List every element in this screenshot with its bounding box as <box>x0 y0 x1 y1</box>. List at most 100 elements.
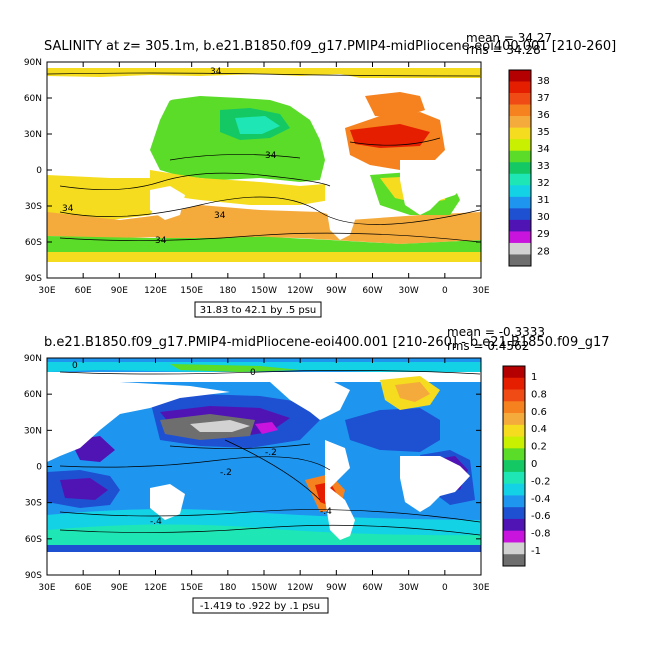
colorbar-swatch <box>503 448 525 461</box>
lat-tick-label: 60N <box>24 94 42 104</box>
contour-label: -.4 <box>320 507 332 517</box>
panel1-range-box <box>194 301 322 318</box>
lon-tick-label: 180 <box>219 286 236 296</box>
panel2-range-box <box>192 597 329 614</box>
colorbar-label: 29 <box>537 229 550 240</box>
contour-label: 0 <box>250 368 256 378</box>
colorbar-label: 0.8 <box>531 389 547 400</box>
lon-tick-label: 120E <box>144 286 167 296</box>
lon-tick-label: 180 <box>219 583 236 593</box>
panel1-mean: mean = 34.27 <box>466 31 552 45</box>
lat-tick-label: 60N <box>24 390 42 400</box>
colorbar-label: 31 <box>537 195 550 206</box>
colorbar-swatch <box>509 254 531 267</box>
contour-label: -.4 <box>150 517 162 527</box>
colorbar-swatch <box>509 127 531 140</box>
lat-tick-label: 90S <box>25 274 42 284</box>
lon-tick-label: 150E <box>180 583 203 593</box>
lat-tick-label: 30N <box>24 130 42 140</box>
panel1-rms: rms = 34.28 <box>466 43 541 57</box>
colorbar-label: 33 <box>537 161 550 172</box>
colorbar-swatch <box>503 530 525 543</box>
lon-tick-label: 30E <box>472 583 489 593</box>
contour-label: 34 <box>210 67 222 77</box>
colorbar-swatch <box>509 196 531 209</box>
panel1-colorbar: 38 37 36 35 34 33 32 31 30 29 28 <box>508 69 550 267</box>
panel1-contour-labels: 34 34 34 34 34 <box>62 67 277 246</box>
panel2-range-note: -1.419 to .922 by .1 psu <box>200 601 320 612</box>
colorbar-swatch <box>509 116 531 128</box>
lon-tick-label: 120E <box>144 583 167 593</box>
lat-tick-label: 60S <box>25 238 42 248</box>
lon-tick-label: 120W <box>287 286 313 296</box>
colorbar-label: 30 <box>537 212 550 223</box>
panel2-colorbar: 1 0.8 0.6 0.4 0.2 0 -0.2 -0.4 -0.6 -0.8 -1 <box>502 365 551 567</box>
colorbar-label: 34 <box>537 144 550 155</box>
colorbar-swatch <box>503 554 525 567</box>
lat-tick-label: 30S <box>25 499 42 509</box>
colorbar-swatch <box>503 377 525 390</box>
colorbar-label: 35 <box>537 127 550 138</box>
panel-salinity: SALINITY at z= 305.1m, b.e21.B1850.f09_g… <box>24 31 616 318</box>
colorbar-swatch <box>509 93 531 105</box>
lon-tick-label: 60E <box>75 286 92 296</box>
lon-tick-label: 60E <box>75 583 92 593</box>
lon-tick-label: 90E <box>111 286 128 296</box>
contour-label: 34 <box>62 204 74 214</box>
colorbar-label: 0.4 <box>531 424 547 435</box>
colorbar-label: 1 <box>531 372 537 383</box>
colorbar-swatch <box>503 401 525 414</box>
lat-tick-label: 30N <box>24 426 42 436</box>
colorbar-label: 32 <box>537 178 550 189</box>
colorbar-label: 0.2 <box>531 442 547 453</box>
contour-label: 34 <box>265 151 277 161</box>
colorbar-swatch <box>509 150 531 163</box>
panel2-map <box>47 358 481 575</box>
colorbar-label: -0.6 <box>531 511 551 522</box>
contour-label: -.2 <box>220 468 232 478</box>
colorbar-label: -0.2 <box>531 476 551 487</box>
lat-tick-label: 30S <box>25 202 42 212</box>
lat-tick-label: 0 <box>36 166 42 176</box>
lon-tick-label: 90E <box>111 583 128 593</box>
colorbar-label: -0.4 <box>531 494 551 505</box>
colorbar-swatch <box>503 518 525 532</box>
lon-tick-label: 60W <box>362 286 382 296</box>
colorbar-swatch <box>503 471 525 484</box>
colorbar-swatch <box>509 208 531 221</box>
lon-tick-label: 150E <box>180 286 203 296</box>
colorbar-label: -1 <box>531 546 541 557</box>
colorbar-label: 37 <box>537 93 550 104</box>
colorbar-swatch <box>503 495 525 508</box>
panel-difference: b.e21.B1850.f09_g17.PMIP4-midPliocene-eo… <box>24 325 610 614</box>
colorbar-label: 28 <box>537 246 550 257</box>
colorbar-label: 36 <box>537 110 550 121</box>
lon-tick-label: 90W <box>326 583 346 593</box>
panel1-range-note: 31.83 to 42.1 by .5 psu <box>200 305 317 316</box>
lon-tick-label: 0 <box>442 583 448 593</box>
lon-tick-label: 30E <box>38 583 55 593</box>
panel1-title: SALINITY at z= 305.1m, b.e21.B1850.f09_g… <box>44 39 616 54</box>
colorbar-swatch <box>503 507 525 520</box>
panel1-map <box>47 62 481 278</box>
lon-tick-label: 60W <box>362 583 382 593</box>
lat-tick-label: 0 <box>36 463 42 473</box>
colorbar-swatch <box>509 242 531 255</box>
colorbar-swatch <box>503 413 525 426</box>
colorbar-label: 0 <box>531 459 537 470</box>
panel2-title: b.e21.B1850.f09_g17.PMIP4-midPliocene-eo… <box>44 335 610 350</box>
colorbar-label: 38 <box>537 76 550 87</box>
colorbar-swatch <box>503 460 525 473</box>
lon-tick-label: 120W <box>287 583 313 593</box>
lat-tick-label: 60S <box>25 535 42 545</box>
colorbar-swatch <box>509 70 531 82</box>
colorbar-swatch <box>509 139 531 152</box>
lon-tick-label: 30E <box>472 286 489 296</box>
colorbar-swatch <box>503 542 525 555</box>
colorbar-swatch <box>503 424 525 437</box>
colorbar-swatch <box>509 162 531 175</box>
colorbar-swatch <box>509 219 531 232</box>
contour-label: 34 <box>155 236 167 246</box>
panel2-axes: 90N 60N 30N 0 30S 60S 90S 30E 60E 90E 120E 150E 180 1… <box>24 354 490 593</box>
